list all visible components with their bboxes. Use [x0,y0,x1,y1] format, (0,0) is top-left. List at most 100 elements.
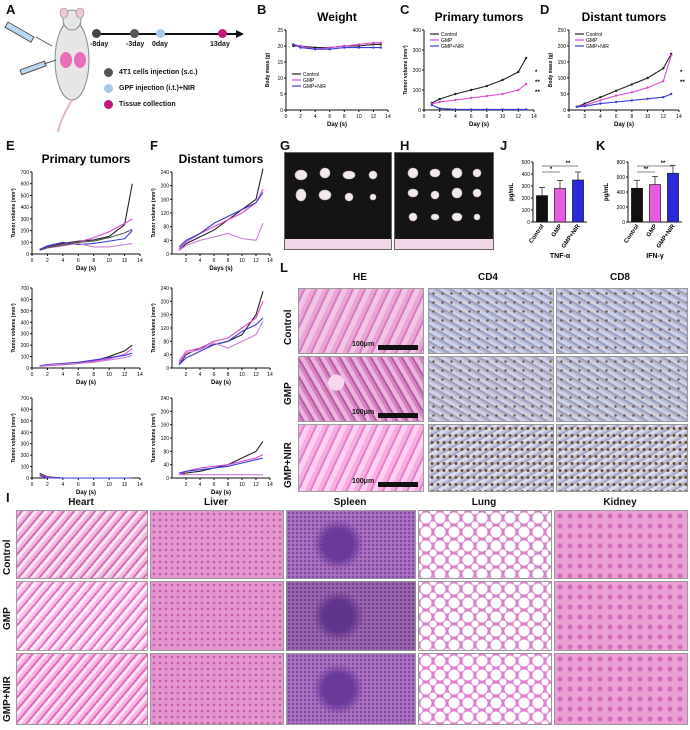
legend-label: 4T1 cells injection (s.c.) [119,69,198,76]
chart-title: Distant tumors [179,152,264,166]
x-tick-label: 14 [531,114,537,120]
x-tick-label: 0 [31,482,34,488]
y-tick-label: 40 [163,238,169,244]
series-line [431,83,527,105]
data-point [454,92,457,96]
significance-marker: ** [680,80,685,86]
series-line [39,475,133,479]
data-point [379,46,382,49]
y-tick-label: 0 [26,366,29,372]
y-tick-label: 100 [21,465,30,471]
spleen-gmpnir-image [286,653,416,725]
row-label: GMP+NIR [283,442,294,488]
panel-label-k: K [596,138,606,153]
x-tick-label: 14 [267,372,273,378]
x-tick-label: 8 [92,482,95,488]
chart-weight: Weight 0 5 10 15 20 25 0 2 4 6 8 10 12 14 Day (s) Body m… [265,10,391,128]
data-point [614,94,618,97]
y-tick-label: 40 [163,463,169,469]
x-axis-label: Day (s) [327,122,347,128]
y-tick-label: 150 [558,60,567,66]
y-tick-label: 500 [21,309,30,315]
scale-label: 100μm [352,341,375,348]
data-point [646,97,649,101]
x-tick-label: 6 [328,114,331,120]
cd4-control-image [428,288,554,354]
x-tick-label: 8 [343,114,346,120]
significance-marker: * [550,167,553,173]
panel-label-l: L [280,260,288,275]
heart-control-image [16,510,148,579]
chart-title: Primary tumors [435,10,524,24]
x-tick-label: 10 [106,482,112,488]
bar [554,188,566,223]
scale-label: 100μm [352,409,375,416]
chart-e-control: Primary tumors 0 100 200 300 400 500 600 700 0 2 4 6… [11,152,143,272]
x-tick-label: 6 [77,482,80,488]
x-tick-label: 10 [106,258,112,264]
data-point [485,108,489,111]
x-tick-label: 4 [454,114,457,120]
column-label: Spleen [333,497,367,508]
y-tick-label: 160 [161,197,170,203]
data-point [517,108,520,111]
spleen-control-image [286,510,416,579]
panel-label-c: C [400,2,410,17]
data-point [357,43,361,46]
x-tick-label: 8 [630,114,633,120]
scale-label: 100μm [352,478,375,485]
series-line [39,183,133,250]
x-tick-label: 14 [137,258,143,264]
scale-bar [378,482,418,487]
y-axis-label: Tumor volume (mm³) [151,413,157,463]
chart-e-gmp: 0 100 200 300 400 500 600 700 0 2 4 6 8 10 12 14 Day (s)… [11,286,143,386]
category-label: GMP [646,224,659,239]
x-tick-label: 12 [516,114,522,120]
y-tick-label: 600 [21,297,30,303]
y-tick-label: 400 [617,190,626,196]
x-tick-label: 8 [92,258,95,264]
series-line [431,104,527,110]
kidney-gmpnir-image [554,653,688,725]
legend-label: Control [586,32,602,38]
x-tick-label: 12 [253,258,259,264]
panel-label-i: I [6,490,10,505]
legend-label: Tissue collection [119,101,176,108]
category-label: GMP+NIR [561,223,582,250]
data-point [372,46,375,49]
x-tick-label: 2 [46,258,49,264]
y-tick-label: 15 [277,60,283,66]
data-point [614,89,618,93]
lung-gmp-image [418,581,552,651]
data-point [438,97,441,101]
data-point [357,46,361,49]
kidney-gmp-image [554,581,688,651]
data-point [372,41,375,44]
data-point [669,92,673,96]
y-tick-label: 300 [21,332,30,338]
y-tick-label: 0 [280,108,283,114]
x-tick-label: 8 [227,258,230,264]
significance-marker: *** [535,80,540,86]
data-point [630,99,634,102]
mouse-icon [54,7,90,133]
series-line [39,352,133,367]
x-tick-label: 0 [31,258,34,264]
chart-distant-tumors: Distant tumors 0 50 100 150 200 250 0 2 4 6 8 10 12 14… [548,10,685,128]
y-tick-label: 300 [21,217,30,223]
series-line [178,317,264,366]
data-point [501,108,504,111]
x-tick-label: 0 [423,114,426,120]
data-point [292,43,295,46]
tumor-samples [294,167,378,202]
x-axis-label: Day (s) [76,266,96,272]
bar [572,179,584,223]
data-point [469,96,473,100]
chart-primary-tumors: Primary tumors 0 100 200 300 400 0 2 4 6 8 10 12 14 Da… [403,10,540,128]
y-tick-label: 300 [522,184,531,190]
y-tick-label: 400 [522,172,531,178]
x-tick-label: 2 [185,482,188,488]
data-point [438,107,441,110]
y-tick-label: 300 [21,442,30,448]
